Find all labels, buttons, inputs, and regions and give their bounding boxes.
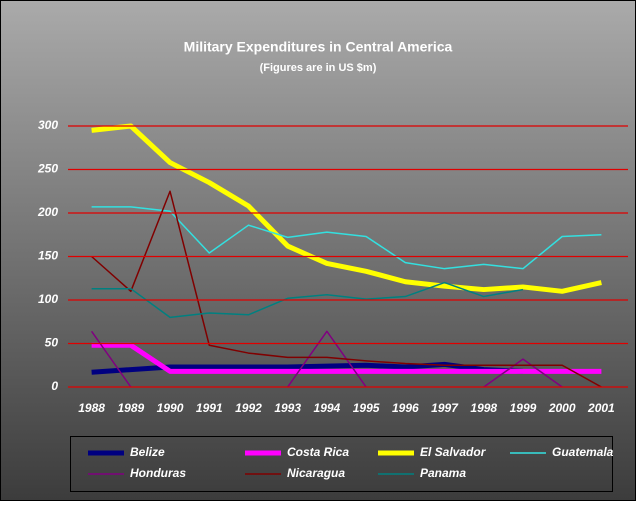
chart-title: Military Expenditures in Central America <box>184 39 453 55</box>
y-tick-label: 100 <box>38 292 58 306</box>
x-tick-label: 1991 <box>196 401 223 415</box>
legend-label: Belize <box>130 445 165 459</box>
x-tick-label: 2001 <box>587 401 615 415</box>
legend-label: El Salvador <box>420 445 487 459</box>
legend-label: Panama <box>420 466 466 480</box>
x-tick-label: 1996 <box>392 401 419 415</box>
x-tick-label: 2000 <box>548 401 576 415</box>
series-line <box>91 190 602 387</box>
x-tick-label: 1993 <box>274 401 301 415</box>
chart-subtitle: (Figures are in US $m) <box>260 62 377 74</box>
x-tick-label: 1999 <box>510 401 537 415</box>
y-tick-label: 300 <box>38 118 58 132</box>
x-tick-label: 1990 <box>157 401 184 415</box>
x-tick-label: 1988 <box>78 401 105 415</box>
series-line <box>91 342 602 374</box>
legend-box <box>70 436 613 492</box>
x-tick-label: 1994 <box>314 401 341 415</box>
x-tick-label: 1989 <box>117 401 144 415</box>
x-tick-label: 1997 <box>431 401 459 415</box>
y-tick-label: 150 <box>38 249 58 263</box>
series-line <box>90 330 563 387</box>
y-tick-label: 50 <box>45 336 59 350</box>
legend-label: Guatemala <box>552 445 614 459</box>
legend-label: Nicaragua <box>287 466 345 480</box>
y-tick-label: 200 <box>37 205 58 219</box>
series-line <box>91 281 524 319</box>
x-tick-label: 1995 <box>353 401 380 415</box>
x-tick-label: 1992 <box>235 401 262 415</box>
y-tick-label: 250 <box>37 162 58 176</box>
y-tick-label: 0 <box>51 379 58 393</box>
series-line <box>91 123 602 294</box>
legend-label: Costa Rica <box>287 445 349 459</box>
x-tick-label: 1998 <box>470 401 497 415</box>
legend-label: Honduras <box>130 466 186 480</box>
